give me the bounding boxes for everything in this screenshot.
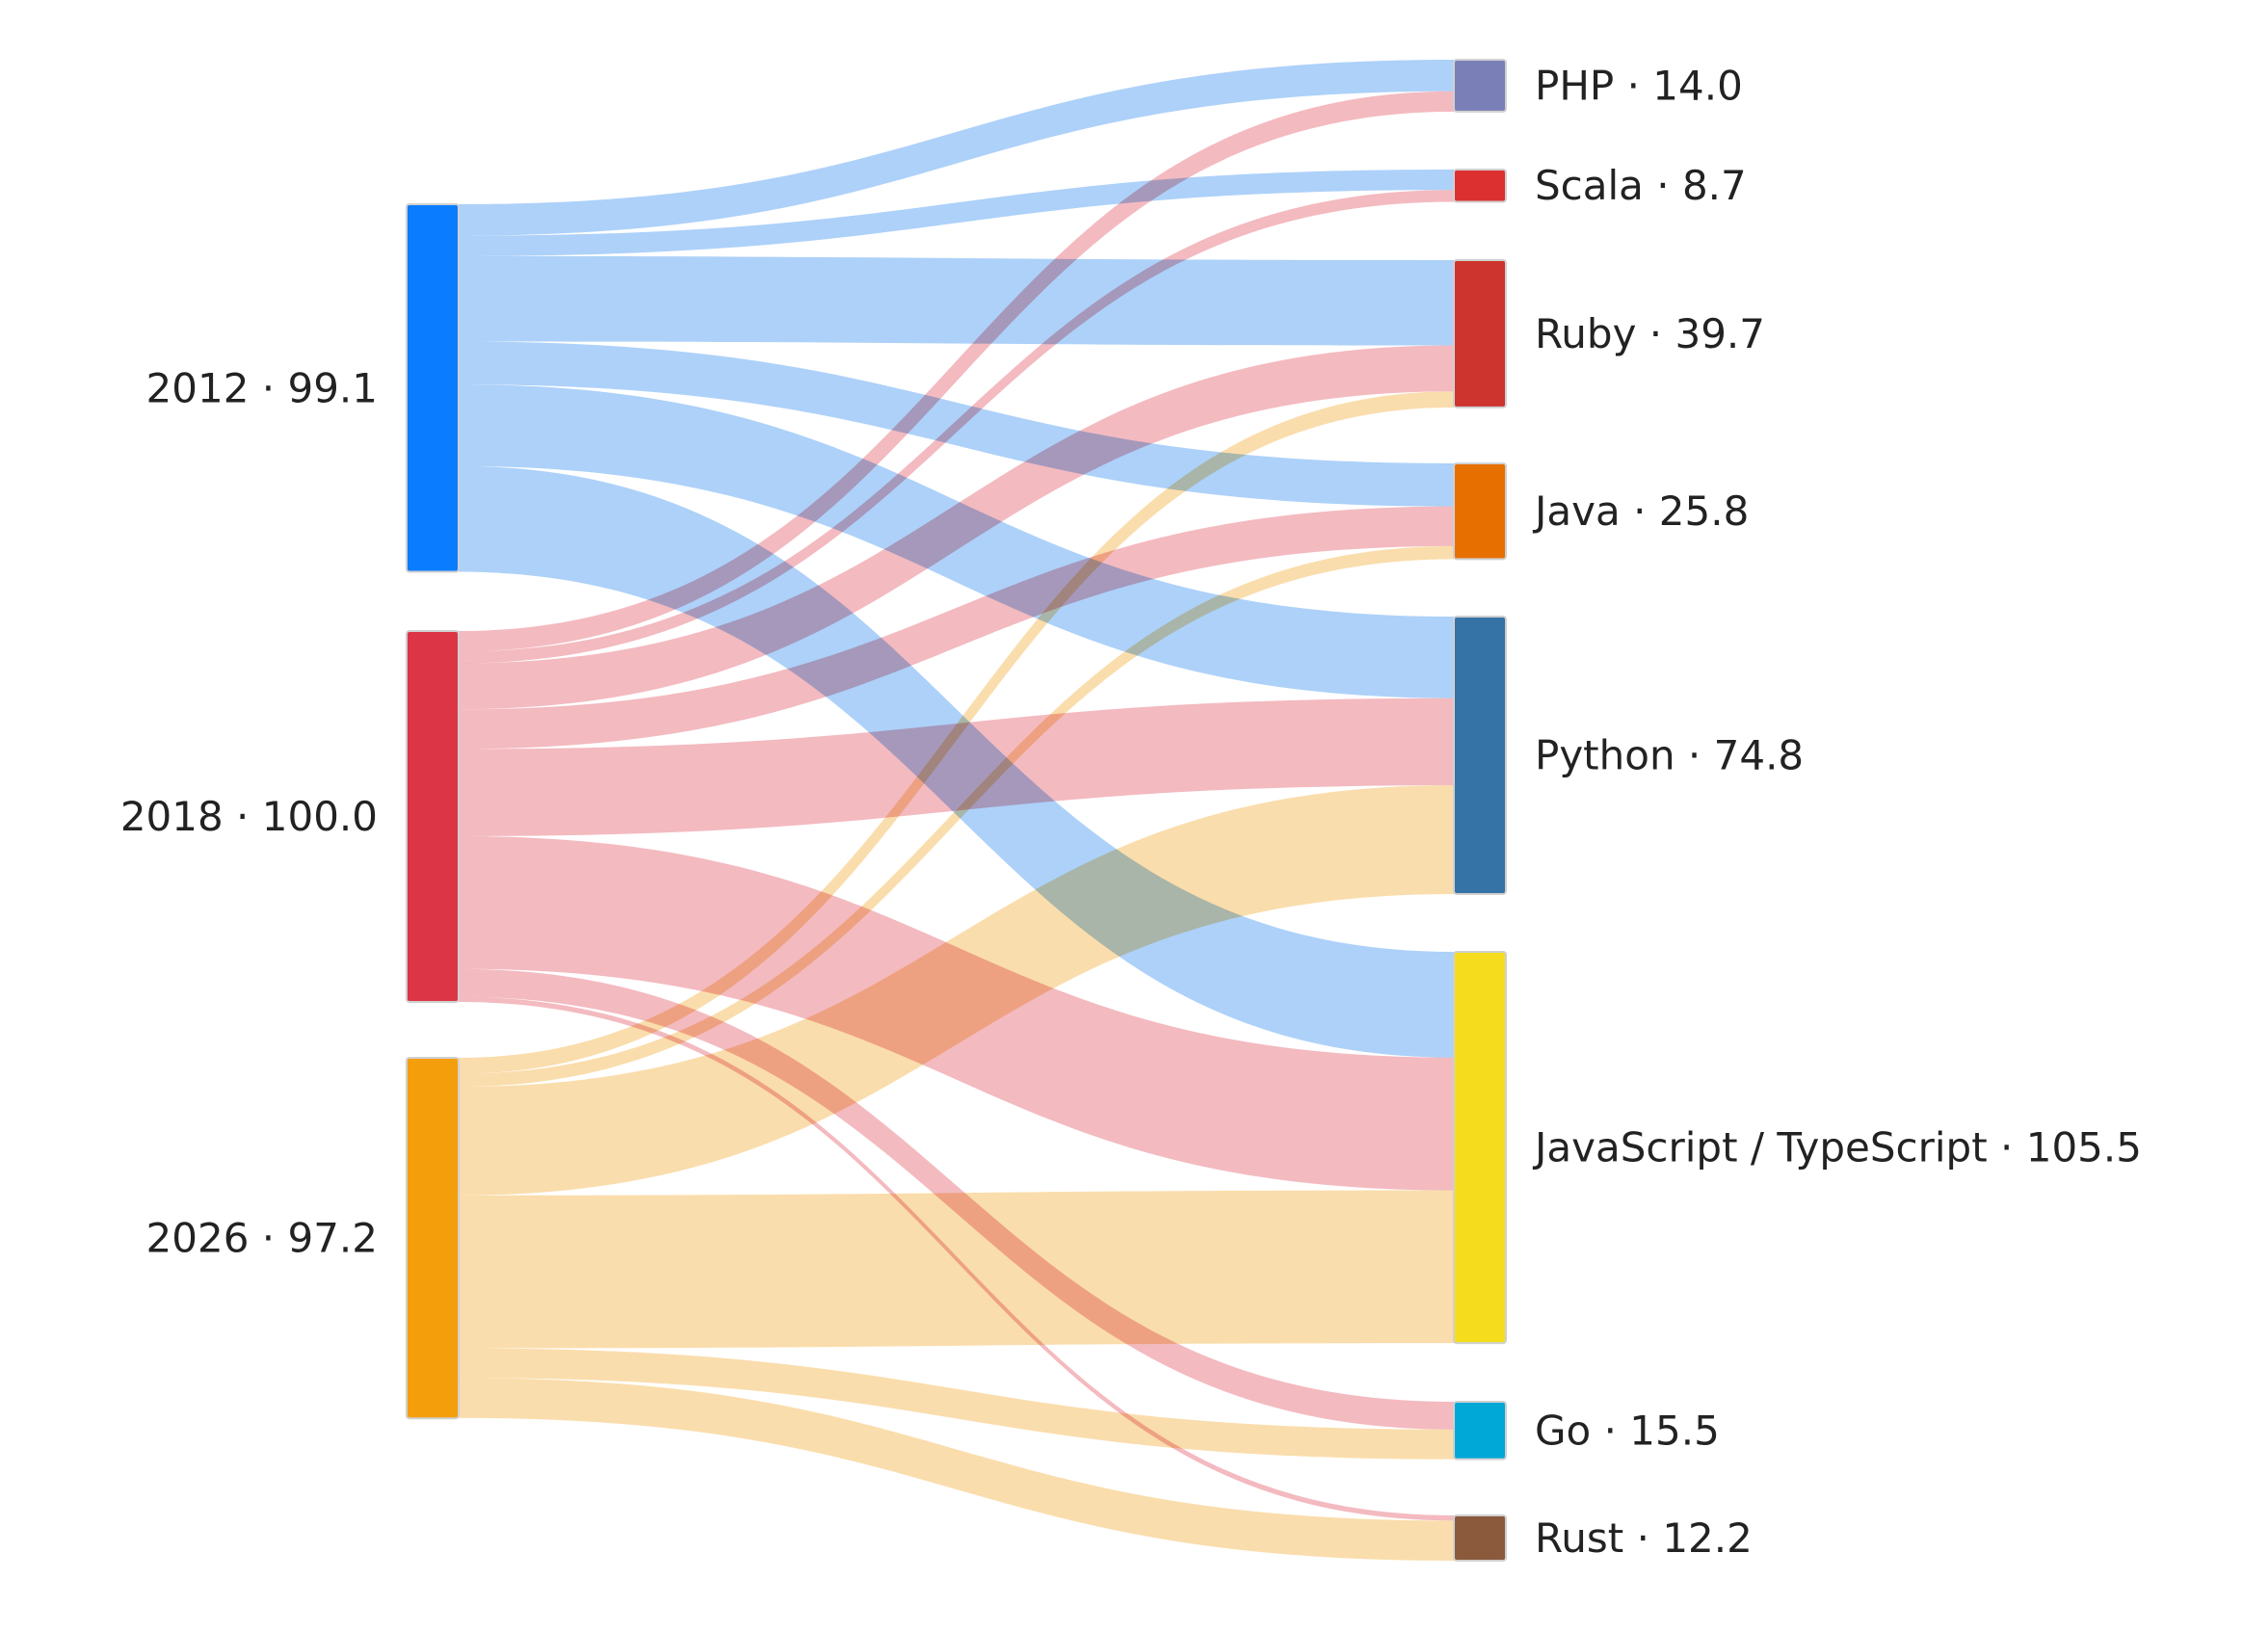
link-2026-python: [459, 785, 1454, 1196]
node-scala: [1453, 169, 1507, 203]
link-2012-php: [459, 60, 1454, 236]
node-2012: [406, 203, 460, 573]
link-2026-go: [459, 1348, 1454, 1460]
links-layer: [459, 60, 1454, 1561]
node-rust: [1453, 1514, 1507, 1562]
nodes-layer: [406, 59, 1507, 1562]
node-label-python: Python · 74.8: [1535, 731, 1804, 778]
node-label-2012: 2012 · 99.1: [146, 364, 378, 411]
link-2018-python: [459, 698, 1454, 836]
node-label-go: Go · 15.5: [1535, 1407, 1720, 1454]
link-2018-ruby: [459, 345, 1454, 710]
node-label-ruby: Ruby · 39.7: [1535, 310, 1765, 357]
link-2018-java: [459, 506, 1454, 750]
node-label-2026: 2026 · 97.2: [146, 1215, 378, 1262]
node-label-php: PHP · 14.0: [1535, 62, 1743, 109]
labels-layer: 2012 · 99.1 2018 · 100.0 2026 · 97.2 PHP · …: [120, 62, 2142, 1562]
node-php: [1453, 59, 1507, 113]
link-2026-java: [459, 545, 1454, 1088]
node-go: [1453, 1401, 1507, 1461]
link-2026-ruby: [459, 391, 1454, 1074]
node-label-jsts: JavaScript / TypeScript · 105.5: [1532, 1124, 2142, 1171]
node-label-scala: Scala · 8.7: [1535, 162, 1747, 209]
node-label-rust: Rust · 12.2: [1535, 1514, 1753, 1562]
node-ruby: [1453, 259, 1507, 408]
node-2018: [406, 630, 460, 1003]
node-jsts: [1453, 951, 1507, 1345]
node-label-2018: 2018 · 100.0: [120, 793, 378, 840]
node-2026: [406, 1057, 460, 1420]
link-2012-scala: [459, 170, 1454, 256]
node-label-java: Java · 25.8: [1532, 487, 1749, 535]
link-2026-rust: [459, 1378, 1454, 1561]
node-python: [1453, 616, 1507, 895]
node-java: [1453, 462, 1507, 561]
link-2012-ruby: [459, 255, 1454, 346]
link-2026-jsts: [459, 1190, 1454, 1349]
link-2018-scala: [459, 190, 1454, 664]
link-2018-php: [459, 91, 1454, 652]
